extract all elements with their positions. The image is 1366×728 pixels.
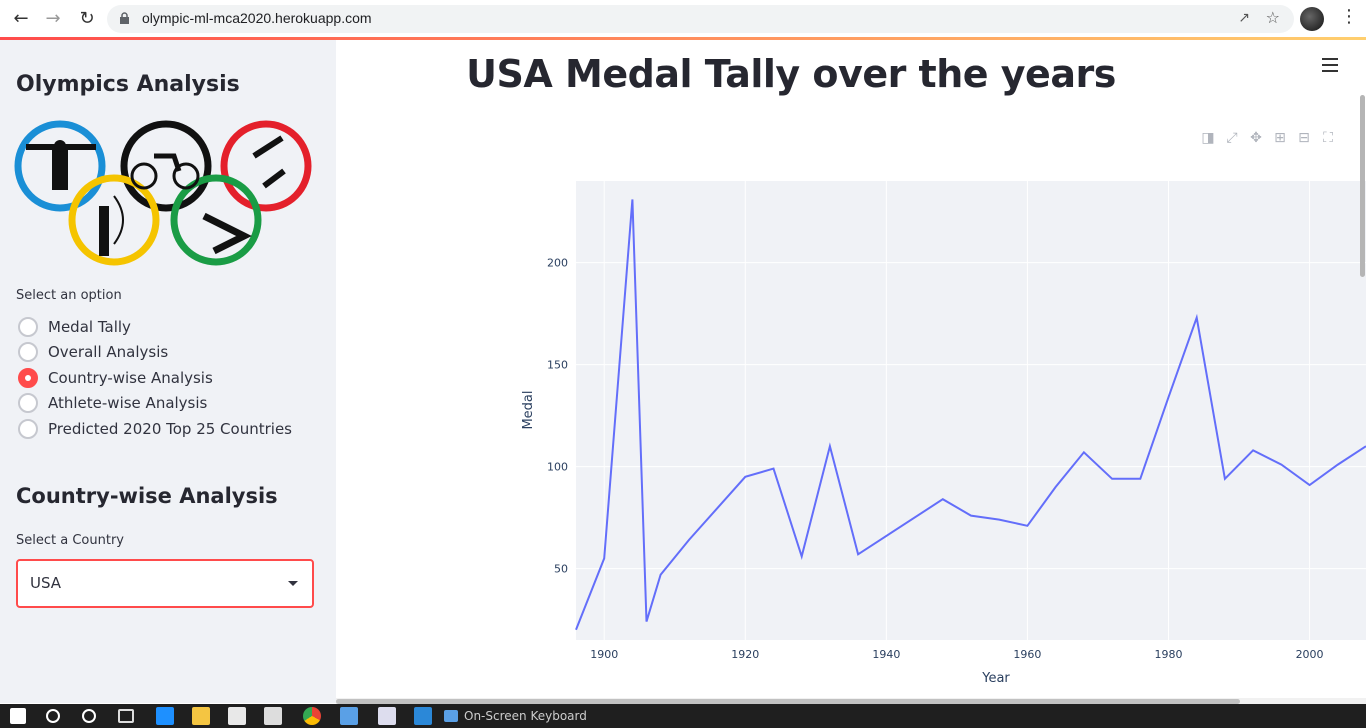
vscode-icon[interactable] [414, 707, 432, 725]
lock-icon [120, 12, 129, 24]
radio-circle-icon [18, 342, 38, 362]
radio-circle-icon [18, 317, 38, 337]
section-title: Country-wise Analysis [16, 484, 278, 508]
mail-icon[interactable] [264, 707, 282, 725]
radio-predicted-2020[interactable]: Predicted 2020 Top 25 Countries [18, 418, 292, 440]
streamlit-top-decoration [0, 37, 1366, 40]
y-tick-label: 200 [547, 257, 568, 270]
medal-line-chart: 50 100 150 200 1900 1920 1940 1960 1980 2000 Yea… [521, 181, 1366, 686]
address-bar[interactable]: olympic-ml-mca2020.herokuapp.com ↗ ☆ [107, 5, 1294, 33]
search-icon[interactable] [46, 709, 60, 723]
x-tick-label: 1940 [872, 648, 900, 661]
olympic-rings-image [14, 120, 312, 266]
edge-icon[interactable] [156, 707, 174, 725]
y-tick-label: 50 [554, 563, 568, 576]
browser-toolbar: ← → ↻ olympic-ml-mca2020.herokuapp.com ↗… [0, 0, 1366, 38]
browser-menu-icon[interactable]: ⋮ [1340, 6, 1358, 27]
gridlines [576, 181, 1366, 640]
zoom-in-icon[interactable]: ⊞ [1274, 130, 1286, 146]
country-select[interactable]: USA [16, 559, 314, 608]
y-tick-label: 100 [547, 461, 568, 474]
notepad-icon[interactable] [378, 707, 396, 725]
store-icon[interactable] [228, 707, 246, 725]
radio-medal-tally[interactable]: Medal Tally [18, 316, 131, 338]
autoscale-icon[interactable]: ⛶ [1323, 130, 1333, 146]
x-tick-label: 1980 [1155, 648, 1183, 661]
x-tick-label: 1920 [731, 648, 759, 661]
y-tick-label: 150 [547, 359, 568, 372]
file-explorer-icon[interactable] [192, 707, 210, 725]
x-tick-labels: 1900 1920 1940 1960 1980 2000 [590, 648, 1323, 661]
x-axis-label: Year [981, 671, 1010, 686]
plot-background [576, 181, 1366, 640]
radio-overall-analysis[interactable]: Overall Analysis [18, 341, 168, 363]
url-text: olympic-ml-mca2020.herokuapp.com [142, 10, 372, 26]
option-label: Select an option [16, 288, 122, 303]
radio-circle-icon [18, 419, 38, 439]
keyboard-icon[interactable] [340, 707, 358, 725]
plotly-modebar: ◨ ⤢ ✥ ⊞ ⊟ ⛶ [1200, 130, 1336, 146]
x-tick-label: 2000 [1296, 648, 1324, 661]
country-select-value: USA [30, 574, 62, 592]
windows-start-icon[interactable] [10, 708, 26, 724]
main-content: USA Medal Tally over the years ◨ ⤢ ✥ ⊞ ⊟… [336, 40, 1366, 703]
radio-athlete-wise-analysis[interactable]: Athlete-wise Analysis [18, 392, 207, 414]
y-axis-label: Medal [521, 390, 536, 429]
chrome-icon[interactable] [303, 707, 321, 725]
task-view-icon[interactable] [118, 709, 134, 723]
osk-icon [444, 710, 458, 722]
caret-down-icon [288, 581, 298, 586]
zoom-icon[interactable]: ⤢ [1226, 130, 1238, 146]
zoom-out-icon[interactable]: ⊟ [1298, 130, 1310, 146]
forward-arrow-icon[interactable]: → [45, 8, 61, 29]
radio-circle-icon [18, 393, 38, 413]
country-label: Select a Country [16, 533, 124, 548]
sidebar: Olympics Analysis Select an option Medal… [0, 40, 336, 703]
hamburger-menu-icon[interactable] [1322, 58, 1338, 72]
x-tick-label: 1900 [590, 648, 618, 661]
vertical-scrollbar[interactable] [1360, 95, 1365, 277]
pan-icon[interactable]: ✥ [1250, 130, 1262, 146]
reload-icon[interactable]: ↻ [79, 8, 95, 29]
series-line [575, 199, 1366, 631]
sidebar-title: Olympics Analysis [16, 72, 240, 97]
x-tick-label: 1960 [1013, 648, 1041, 661]
back-arrow-icon[interactable]: ← [13, 8, 29, 29]
profile-avatar[interactable] [1300, 7, 1324, 31]
cortana-icon[interactable] [82, 709, 96, 723]
bookmark-star-icon[interactable]: ☆ [1265, 8, 1280, 27]
windows-taskbar: On-Screen Keyboard [0, 704, 1366, 728]
horizontal-scrollbar[interactable] [336, 699, 1240, 704]
page-title: USA Medal Tally over the years [466, 52, 1116, 96]
radio-selected-icon [18, 368, 38, 388]
radio-country-wise-analysis[interactable]: Country-wise Analysis [18, 367, 213, 389]
share-icon[interactable]: ↗ [1238, 10, 1250, 26]
camera-icon[interactable]: ◨ [1201, 130, 1215, 146]
y-tick-labels: 50 100 150 200 [547, 257, 568, 576]
osk-taskbar-label[interactable]: On-Screen Keyboard [464, 709, 587, 723]
